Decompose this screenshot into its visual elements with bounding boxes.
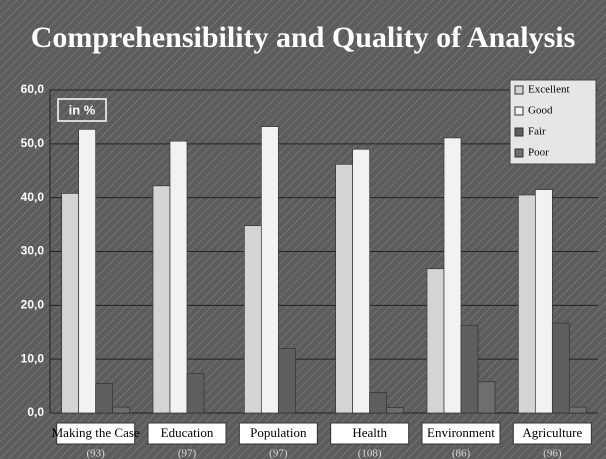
bar (568, 406, 587, 414)
y-tick-label: 10,0 (21, 351, 45, 365)
bar (477, 381, 496, 414)
bar (534, 189, 553, 414)
bar (517, 194, 536, 414)
bar (95, 383, 114, 414)
y-tick-label: 30,0 (21, 244, 45, 258)
x-tick-label: Education (161, 425, 214, 440)
legend-label: Excellent (528, 84, 570, 96)
x-tick-label: Agriculture (522, 425, 582, 440)
legend-label: Fair (528, 126, 546, 138)
category-note: (86) (452, 448, 471, 459)
y-tick-label: 60,0 (21, 82, 45, 96)
bar (243, 225, 262, 414)
legend-swatch (514, 106, 524, 116)
x-tick-label: Health (352, 425, 387, 440)
x-tick-label: Population (250, 425, 307, 440)
category-note: (93) (87, 448, 106, 459)
category-box (421, 422, 501, 445)
category-note: (97) (178, 448, 197, 459)
bar (186, 373, 205, 414)
category-note: (96) (543, 448, 562, 459)
bar (352, 148, 371, 414)
bar (426, 268, 445, 414)
legend-box (509, 79, 597, 165)
legend-swatch (514, 148, 524, 158)
y-tick-label: 0,0 (27, 405, 44, 419)
legend-swatch (514, 127, 524, 137)
category-box (56, 422, 136, 445)
chart-title: Comprehensibility and Quality of Analysi… (31, 21, 576, 54)
bar (260, 126, 279, 414)
category-box (330, 422, 410, 445)
x-tick-label: Making the Case (52, 425, 140, 440)
legend-label: Poor (528, 147, 549, 159)
bar (551, 322, 570, 414)
bar (443, 137, 462, 414)
bar (369, 392, 388, 414)
bar (169, 140, 188, 414)
bar (460, 324, 479, 414)
annotation-box (57, 98, 107, 122)
y-tick-label: 40,0 (21, 190, 45, 204)
bar (152, 185, 171, 414)
annotation: in % (69, 102, 96, 117)
y-tick-label: 50,0 (21, 136, 45, 150)
category-note: (97) (269, 448, 288, 459)
category-box (238, 422, 318, 445)
legend-label: Good (528, 105, 553, 117)
y-tick-label: 20,0 (21, 298, 45, 312)
bar (112, 406, 131, 414)
bar (335, 163, 354, 414)
legend-swatch (514, 85, 524, 95)
bar (277, 348, 296, 414)
bar (78, 128, 97, 414)
category-box (147, 422, 227, 445)
category-note: (108) (358, 448, 382, 459)
bar (61, 193, 80, 414)
bar (386, 407, 405, 414)
category-box (512, 422, 592, 445)
x-tick-label: Environment (427, 425, 495, 440)
